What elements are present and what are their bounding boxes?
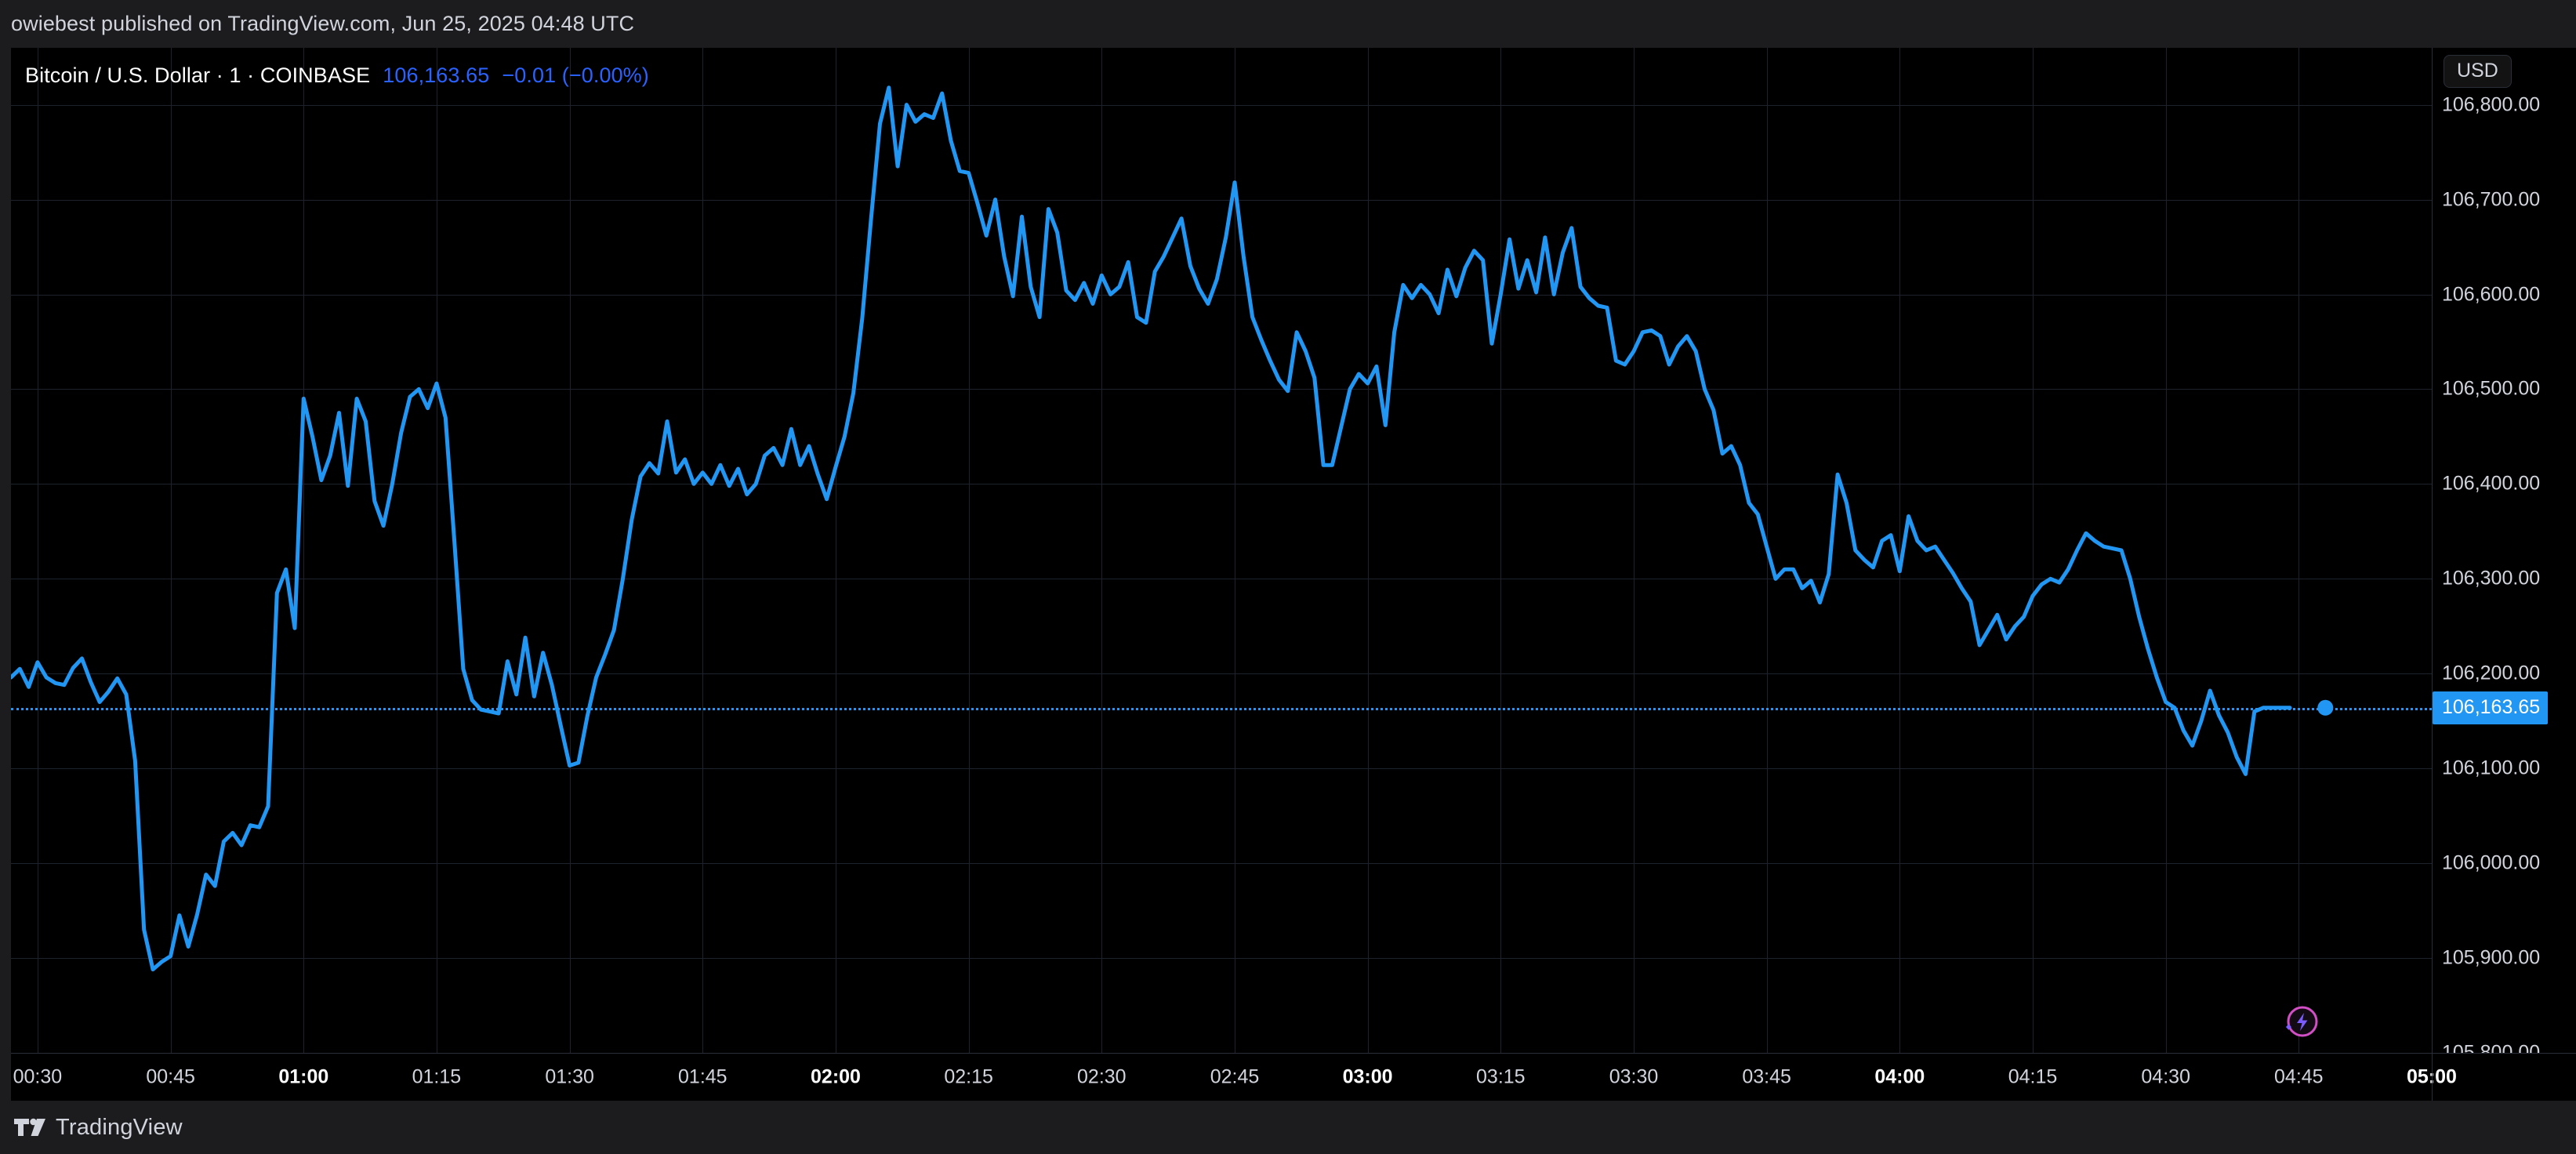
gridline-vertical [2033, 48, 2034, 1053]
time-tick-label: 02:00 [811, 1065, 861, 1088]
currency-unit-badge[interactable]: USD [2444, 55, 2512, 88]
price-axis[interactable]: USD 106,800.00 106,700.00 106,600.00 106,50… [2432, 48, 2576, 1053]
gridline-horizontal [11, 104, 2432, 106]
gridline-horizontal [11, 673, 2432, 675]
footer-bar: TradingView [0, 1101, 2576, 1154]
time-tick-label: 01:00 [278, 1065, 329, 1088]
pane-bottom-border [11, 1053, 2576, 1054]
ai-spark-badge[interactable] [2278, 1004, 2319, 1045]
gridline-vertical [569, 48, 571, 1053]
time-tick-label: 03:30 [1609, 1065, 1659, 1088]
price-series-plot [11, 48, 2334, 1053]
lightning-bolt-icon [2297, 1012, 2308, 1031]
price-tick-label: 105,900.00 [2442, 946, 2541, 969]
price-line-series [11, 88, 2290, 970]
time-tick-label: 04:00 [1874, 1065, 1925, 1088]
gridline-horizontal [11, 199, 2432, 201]
axis-corner-separator [2432, 1054, 2433, 1101]
tradingview-logo[interactable]: TradingView [14, 1115, 183, 1141]
time-tick-label: 04:30 [2141, 1065, 2190, 1088]
price-tick-label: 106,600.00 [2442, 283, 2541, 305]
price-tick-label: 106,400.00 [2442, 472, 2541, 495]
gridline-vertical [1500, 48, 1502, 1053]
price-tick-label: 106,200.00 [2442, 662, 2541, 684]
gridline-horizontal [11, 863, 2432, 865]
time-tick-label: 00:45 [146, 1065, 195, 1088]
time-tick-label: 03:00 [1342, 1065, 1393, 1088]
price-tick-label: 106,800.00 [2442, 93, 2541, 116]
last-price-marker [2317, 699, 2334, 716]
time-tick-label: 00:30 [13, 1065, 63, 1088]
gridline-vertical [170, 48, 172, 1053]
gridline-vertical [702, 48, 704, 1053]
legend-last-price: 106,163.65 [383, 64, 490, 87]
current-price-line [11, 708, 2432, 711]
chart-frame: Bitcoin / U.S. Dollar · 1 · COINBASE 106… [11, 48, 2576, 1101]
gridline-vertical [2165, 48, 2167, 1053]
time-tick-label: 03:15 [1476, 1065, 1526, 1088]
price-tick-label: 106,000.00 [2442, 851, 2541, 874]
current-price-badge: 106,163.65 [2433, 691, 2549, 725]
attribution-text: owiebest published on TradingView.com, J… [11, 12, 635, 35]
time-tick-label: 04:15 [2008, 1065, 2058, 1088]
time-tick-label: 03:45 [1742, 1065, 1791, 1088]
gridline-vertical [2298, 48, 2300, 1053]
legend-price-change: −0.01 (−0.00%) [502, 64, 649, 87]
gridline-vertical [968, 48, 970, 1053]
legend-symbol-title[interactable]: Bitcoin / U.S. Dollar · 1 · COINBASE [25, 64, 371, 87]
price-tick-label: 106,300.00 [2442, 567, 2541, 590]
gridline-vertical [303, 48, 305, 1053]
gridline-vertical [1101, 48, 1103, 1053]
time-tick-label: 02:45 [1210, 1065, 1260, 1088]
time-tick-label: 02:30 [1077, 1065, 1127, 1088]
chart-pane[interactable] [11, 48, 2432, 1053]
price-tick-label: 105,800.00 [2442, 1041, 2541, 1054]
time-tick-label: 01:45 [678, 1065, 727, 1088]
time-axis[interactable]: 00:30 00:45 01:00 01:15 01:30 01:45 02:00 02:15… [11, 1054, 2576, 1101]
time-tick-label: 01:30 [545, 1065, 594, 1088]
price-tick-label: 106,100.00 [2442, 757, 2541, 779]
time-tick-label: 02:15 [944, 1065, 993, 1088]
gridline-horizontal [11, 958, 2432, 960]
gridline-vertical [1899, 48, 1901, 1053]
gridline-horizontal [11, 389, 2432, 390]
time-tick-label: 04:45 [2274, 1065, 2324, 1088]
gridline-vertical [1367, 48, 1369, 1053]
gridline-horizontal [11, 768, 2432, 770]
sparkle-star-icon [2286, 1023, 2292, 1030]
price-tick-label: 106,500.00 [2442, 377, 2541, 400]
tradingview-logo-text: TradingView [56, 1114, 183, 1140]
time-tick-label: 01:15 [412, 1065, 462, 1088]
price-tick-label: 106,700.00 [2442, 188, 2541, 210]
chart-legend: Bitcoin / U.S. Dollar · 1 · COINBASE 106… [25, 64, 649, 88]
gridline-horizontal [11, 294, 2432, 296]
tradingview-logo-icon [14, 1118, 45, 1136]
